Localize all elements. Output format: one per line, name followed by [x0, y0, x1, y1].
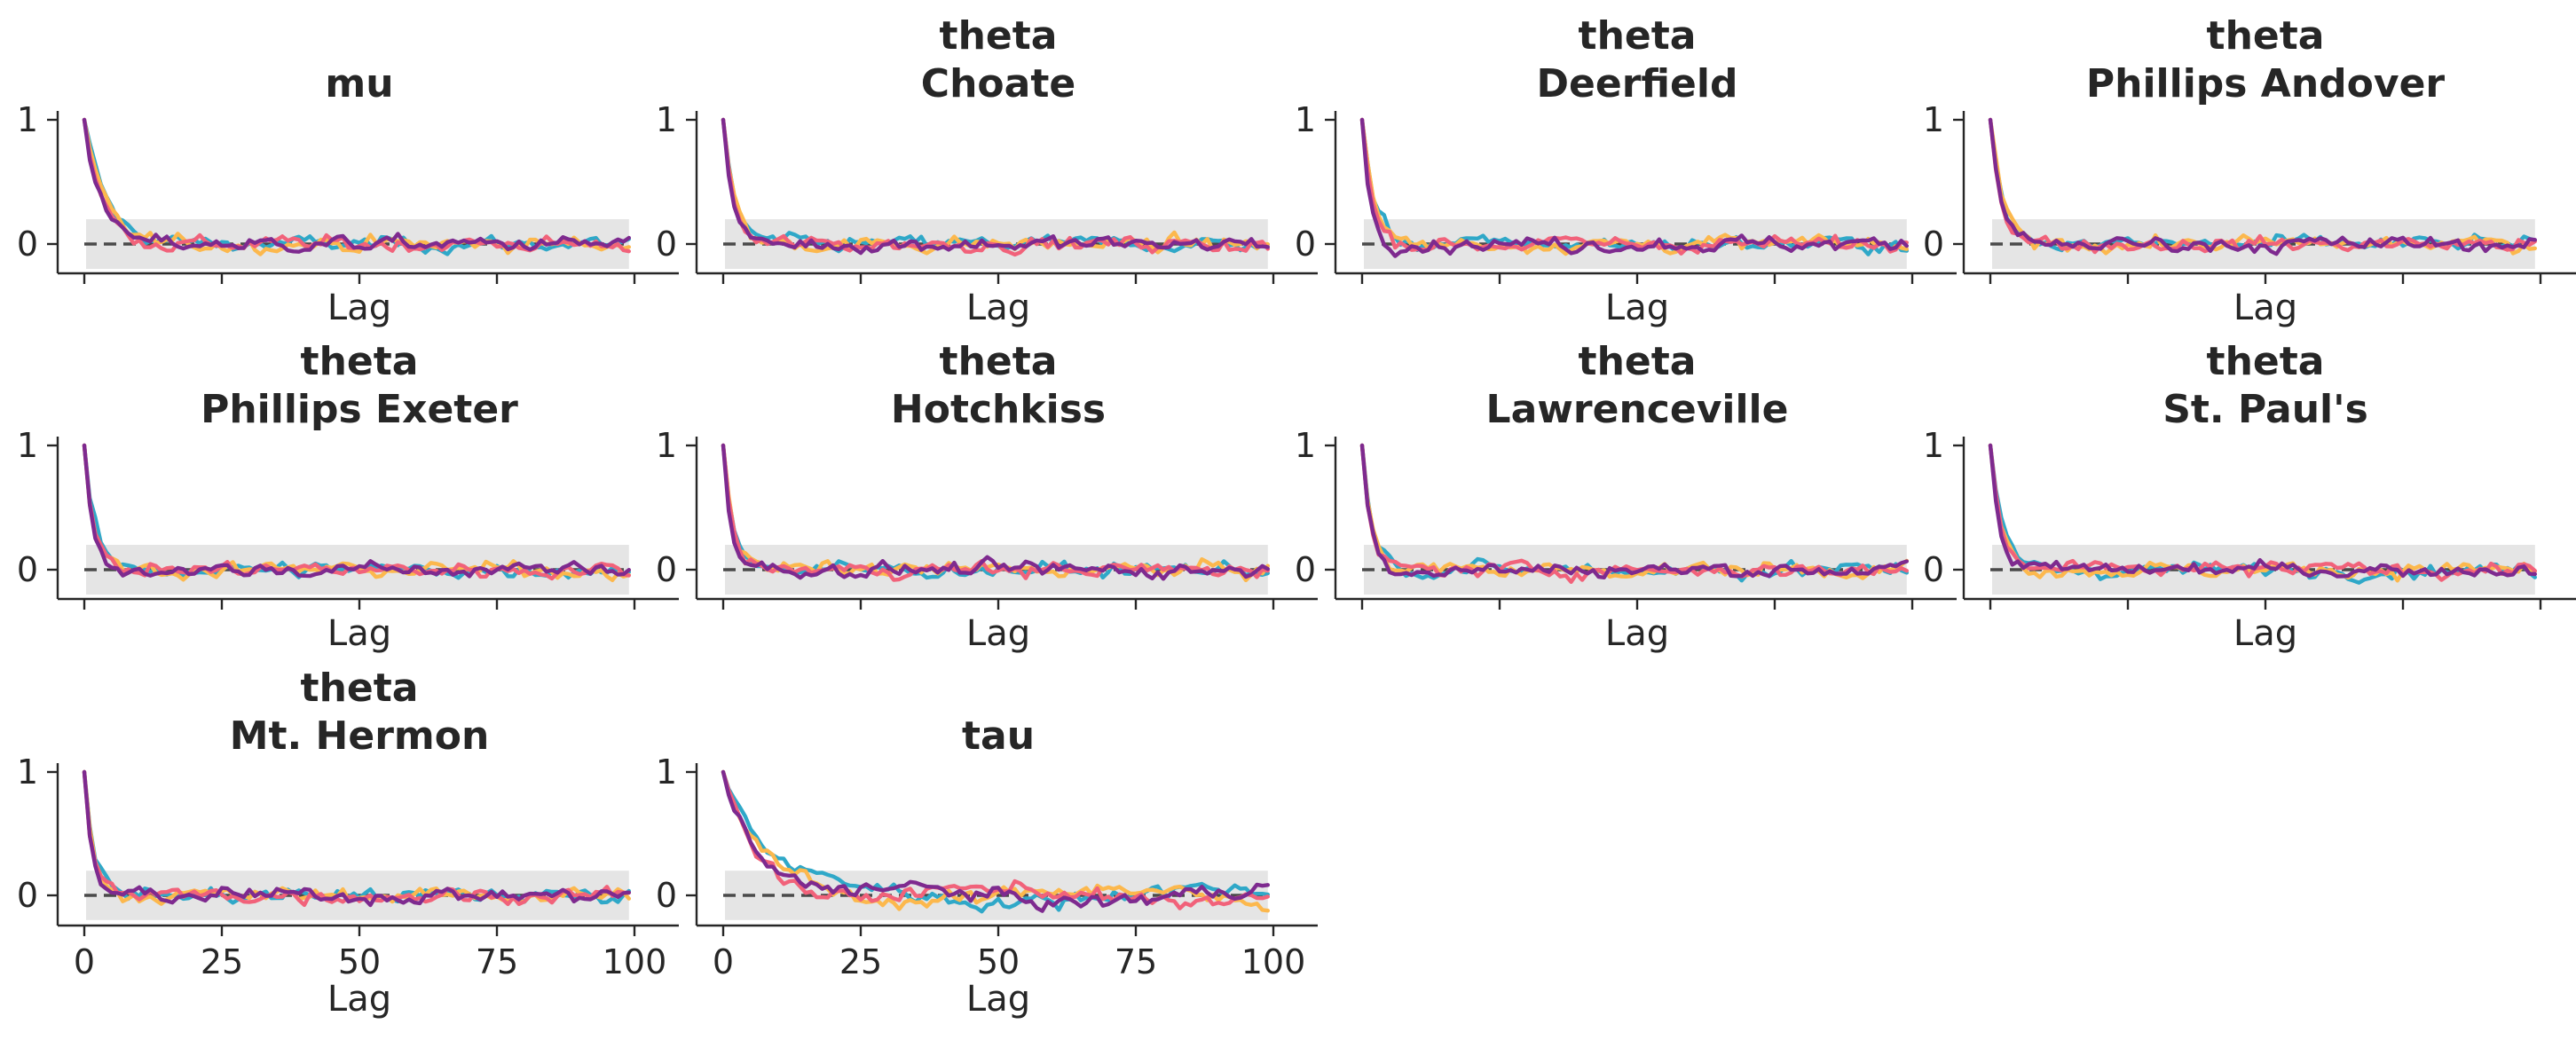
chain-4-line — [82, 117, 631, 254]
panel-title: theta Choate — [921, 13, 1075, 106]
panel-title: theta Deerfield — [1537, 13, 1738, 106]
y-tick-label: 1 — [17, 752, 38, 792]
y-tick-label: 0 — [1923, 225, 1944, 264]
y-tick-label: 1 — [17, 100, 38, 139]
y-tick-label: 0 — [656, 550, 677, 589]
panel-title: mu — [325, 61, 393, 106]
y-tick-label: 0 — [1295, 225, 1316, 264]
x-tick-label: 75 — [476, 942, 518, 981]
chain-4-line — [721, 769, 1271, 913]
panel-title: tau — [962, 713, 1035, 759]
panel-9: tau 0 1 0 25 50 75 100 Lag — [656, 713, 1318, 1020]
panel-7: theta St. Paul's 0 1 Lag — [1923, 339, 2576, 654]
chain-3-line — [721, 769, 1271, 910]
x-axis-label: Lag — [1605, 288, 1669, 328]
x-axis-label: Lag — [1605, 613, 1669, 654]
panel-1: theta Choate 0 1 Lag — [656, 13, 1318, 328]
chain-4-line — [1359, 117, 1910, 258]
x-tick-label: 100 — [1241, 942, 1306, 981]
panel-title: theta Phillips Exeter — [201, 339, 518, 432]
panel-title: theta Hotchkiss — [891, 339, 1106, 432]
panel-4: theta Phillips Exeter 0 1 Lag — [17, 339, 679, 654]
x-axis-label: Lag — [966, 288, 1030, 328]
x-tick-label: 25 — [839, 942, 882, 981]
chain-4-line — [1988, 117, 2538, 256]
chain-4-line — [82, 769, 631, 908]
x-tick-label: 25 — [201, 942, 243, 981]
panel-title: theta Lawrenceville — [1486, 339, 1789, 432]
x-axis-label: Lag — [2233, 613, 2297, 654]
panel-2: theta Deerfield 0 1 Lag — [1295, 13, 1957, 328]
y-tick-label: 0 — [1295, 550, 1316, 589]
panel-8: theta Mt. Hermon 0 1 0 25 50 75 100 Lag — [17, 666, 679, 1020]
panel-3: theta Phillips Andover 0 1 Lag — [1923, 13, 2576, 328]
y-tick-label: 0 — [17, 225, 38, 264]
panel-title: theta St. Paul's — [2162, 339, 2368, 432]
panel-title: theta Mt. Hermon — [230, 666, 490, 759]
chain-4-line — [82, 443, 631, 579]
x-axis-label: Lag — [966, 613, 1030, 654]
y-tick-label: 0 — [17, 550, 38, 589]
y-tick-label: 1 — [1295, 100, 1316, 139]
panel-5: theta Hotchkiss 0 1 Lag — [656, 339, 1318, 654]
chain-4-line — [721, 117, 1271, 256]
x-tick-label: 50 — [977, 942, 1020, 981]
x-tick-label: 100 — [603, 942, 667, 981]
y-tick-label: 1 — [656, 752, 677, 792]
y-tick-label: 1 — [656, 100, 677, 139]
x-axis-label: Lag — [327, 979, 391, 1020]
x-axis-label: Lag — [2233, 288, 2297, 328]
panel-0: mu 0 1 Lag — [17, 61, 679, 328]
y-tick-label: 1 — [1923, 426, 1944, 465]
x-tick-label: 0 — [74, 942, 95, 981]
y-tick-label: 0 — [656, 225, 677, 264]
chain-3-line — [1359, 117, 1910, 256]
y-tick-label: 0 — [656, 876, 677, 915]
y-tick-label: 1 — [1295, 426, 1316, 465]
chain-4-line — [1988, 443, 2538, 579]
x-tick-label: 50 — [338, 942, 381, 981]
x-tick-label: 0 — [713, 942, 734, 981]
y-tick-label: 1 — [1923, 100, 1944, 139]
panel-title: theta Phillips Andover — [2086, 13, 2446, 106]
x-axis-label: Lag — [966, 979, 1030, 1020]
chain-2-line — [721, 117, 1271, 256]
chain-2-line — [1988, 443, 2538, 583]
panel-6: theta Lawrenceville 0 1 Lag — [1295, 339, 1957, 654]
y-tick-label: 1 — [17, 426, 38, 465]
chain-4-line — [721, 443, 1271, 581]
y-tick-label: 1 — [656, 426, 677, 465]
x-axis-label: Lag — [327, 288, 391, 328]
y-tick-label: 0 — [17, 876, 38, 915]
chain-4-line — [1359, 443, 1910, 579]
x-tick-label: 75 — [1115, 942, 1157, 981]
y-tick-label: 0 — [1923, 550, 1944, 589]
x-axis-label: Lag — [327, 613, 391, 654]
